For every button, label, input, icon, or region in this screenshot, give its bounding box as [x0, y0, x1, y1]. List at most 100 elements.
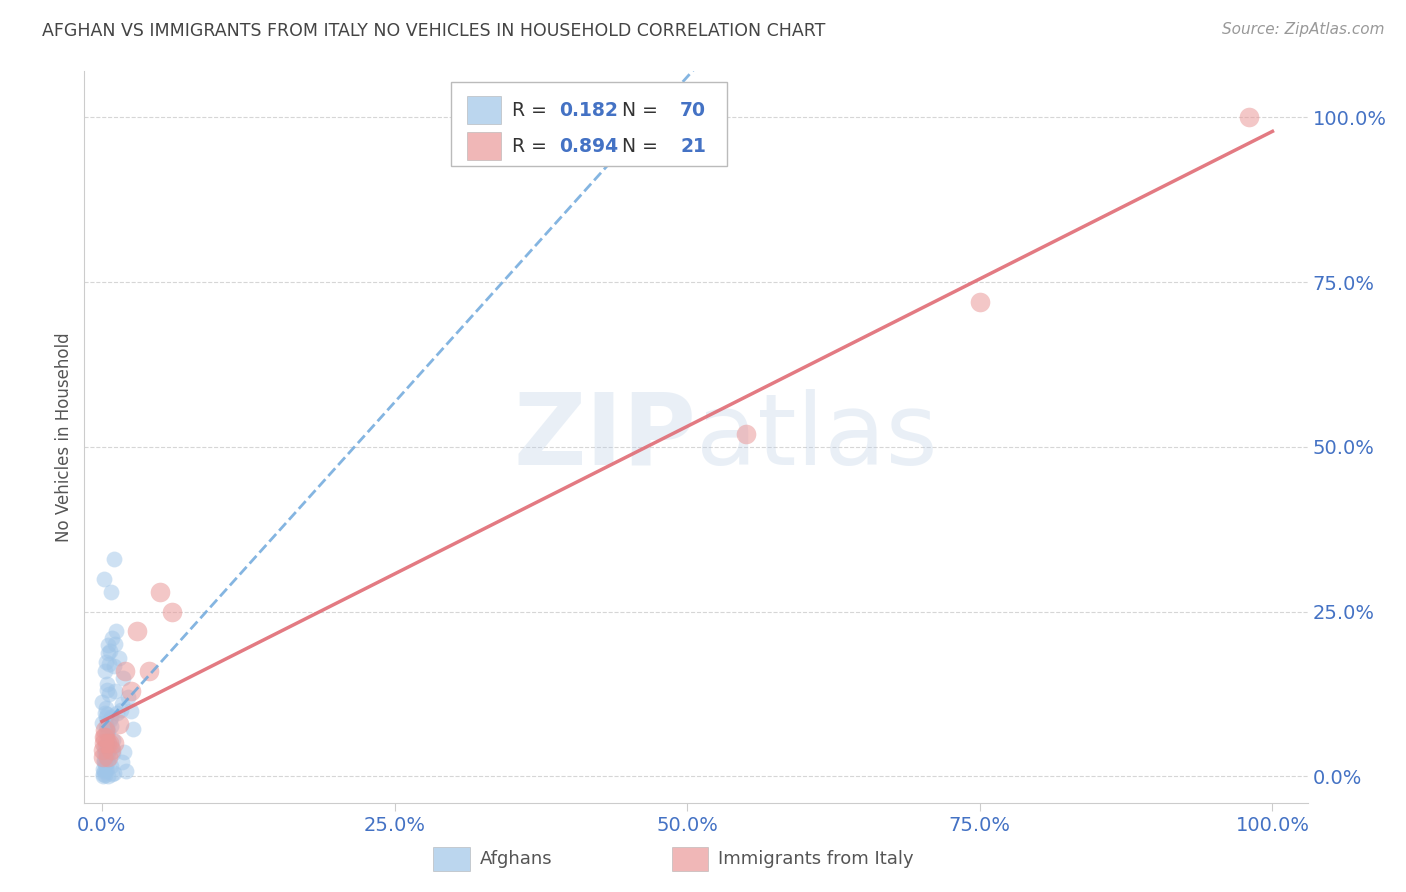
Point [96, 701, 118, 715]
Text: 0.894: 0.894 [560, 136, 619, 155]
Point [96, 737, 118, 751]
Point [149, 585, 172, 599]
Point [93, 740, 115, 755]
Point [91, 715, 114, 730]
Point [105, 706, 128, 720]
Text: R =: R = [513, 101, 554, 120]
Point [103, 765, 125, 780]
Point [93, 572, 115, 586]
FancyBboxPatch shape [467, 96, 502, 124]
Point [97, 737, 120, 751]
Point [97, 687, 120, 701]
Point [94, 725, 117, 739]
Point [103, 737, 125, 751]
Point [108, 716, 131, 731]
Point [94, 710, 117, 724]
Point [91, 695, 114, 709]
Point [117, 690, 139, 705]
Point [1237, 111, 1260, 125]
Point [969, 295, 991, 310]
Point [108, 650, 131, 665]
Text: R =: R = [513, 136, 554, 155]
Point [160, 605, 183, 619]
Point [91, 769, 114, 783]
Point [96, 752, 118, 766]
Point [96, 718, 118, 732]
Point [104, 683, 127, 698]
Point [97, 769, 120, 783]
Text: N =: N = [610, 101, 664, 120]
Point [110, 697, 132, 711]
Point [103, 552, 125, 566]
Point [96, 727, 118, 741]
Point [103, 658, 125, 673]
Point [734, 426, 756, 441]
Point [122, 723, 145, 737]
Point [125, 624, 148, 639]
Point [101, 631, 124, 645]
Point [97, 657, 120, 672]
Point [98, 743, 121, 757]
Point [97, 754, 120, 768]
Point [91, 767, 114, 781]
Text: ZIP: ZIP [513, 389, 696, 485]
Point [97, 724, 120, 739]
Point [97, 749, 120, 764]
Point [138, 664, 160, 678]
Point [103, 746, 125, 760]
Text: Immigrants from Italy: Immigrants from Italy [718, 850, 914, 868]
Point [120, 683, 142, 698]
Point [114, 664, 136, 678]
Point [96, 721, 118, 735]
Point [91, 762, 114, 776]
Point [111, 671, 134, 685]
Point [93, 747, 115, 762]
FancyBboxPatch shape [672, 847, 709, 871]
Point [97, 638, 120, 652]
Text: 70: 70 [681, 101, 706, 120]
Point [98, 713, 121, 727]
Point [100, 719, 122, 733]
Point [96, 744, 118, 758]
Text: 0.182: 0.182 [560, 101, 617, 120]
Point [93, 737, 115, 751]
Point [115, 764, 138, 778]
Text: Source: ZipAtlas.com: Source: ZipAtlas.com [1222, 22, 1385, 37]
Text: N =: N = [610, 136, 664, 155]
Point [94, 723, 117, 738]
Point [94, 730, 117, 744]
Point [101, 766, 124, 780]
FancyBboxPatch shape [451, 82, 727, 167]
Point [97, 734, 120, 748]
Point [101, 740, 124, 755]
Point [93, 753, 115, 767]
Point [93, 756, 115, 771]
Point [101, 733, 124, 747]
Point [93, 730, 115, 744]
Point [110, 703, 132, 717]
Y-axis label: No Vehicles in Household: No Vehicles in Household [55, 332, 73, 542]
Point [96, 706, 118, 721]
Point [96, 683, 118, 698]
Point [94, 706, 117, 721]
FancyBboxPatch shape [467, 132, 502, 160]
Point [100, 759, 122, 773]
Point [104, 637, 127, 651]
Text: AFGHAN VS IMMIGRANTS FROM ITALY NO VEHICLES IN HOUSEHOLD CORRELATION CHART: AFGHAN VS IMMIGRANTS FROM ITALY NO VEHIC… [42, 22, 825, 40]
Point [104, 624, 127, 639]
Text: Afghans: Afghans [479, 850, 553, 868]
Point [98, 644, 121, 658]
Point [93, 744, 115, 758]
Text: atlas: atlas [696, 389, 938, 485]
Point [93, 764, 115, 778]
Point [91, 749, 114, 764]
Point [110, 756, 132, 770]
Point [93, 755, 115, 769]
Point [112, 745, 135, 759]
Point [97, 748, 120, 763]
Point [96, 755, 118, 769]
FancyBboxPatch shape [433, 847, 470, 871]
Point [91, 743, 114, 757]
Point [94, 664, 117, 678]
Point [94, 768, 117, 782]
